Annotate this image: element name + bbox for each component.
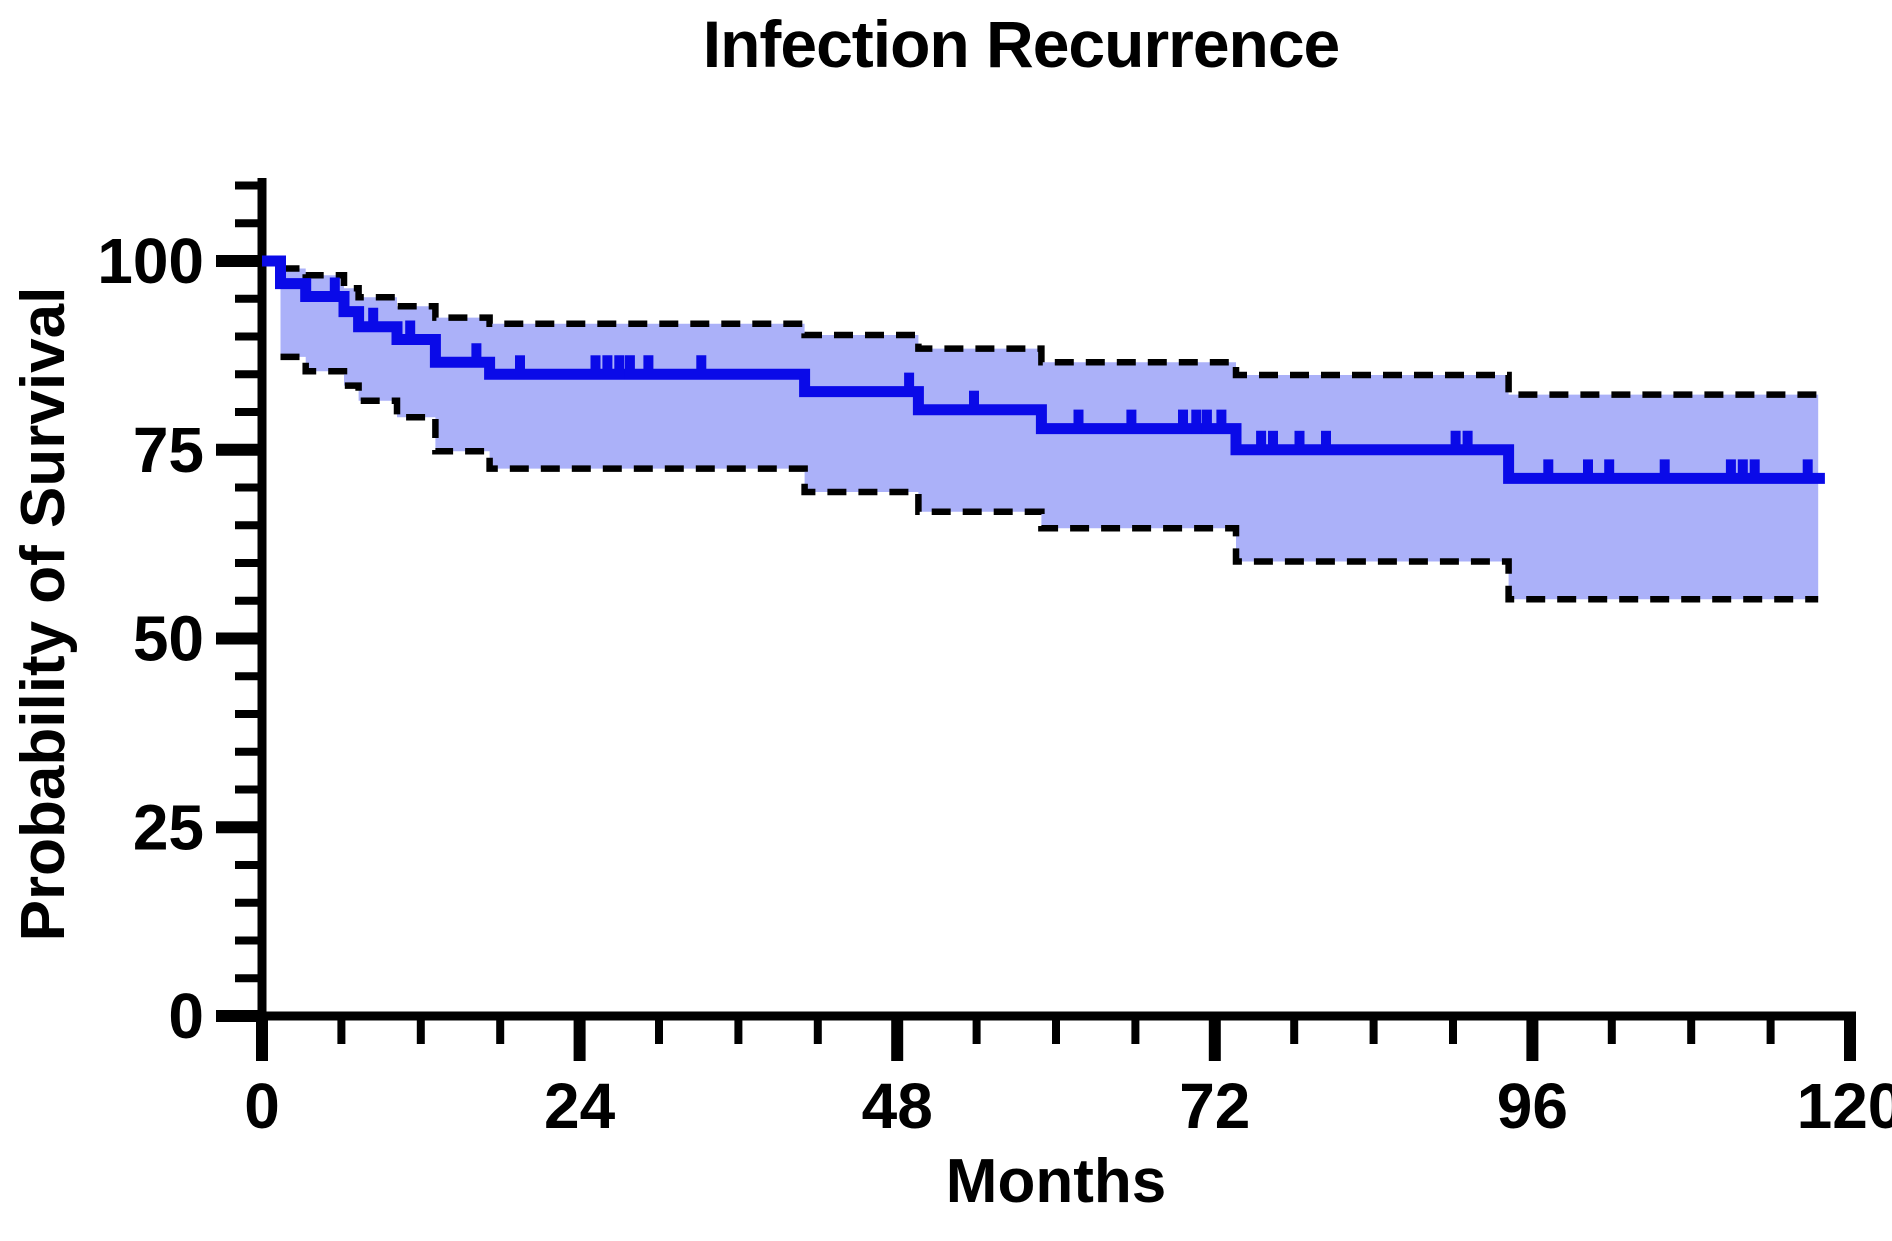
chart-title: Infection Recurrence [702, 7, 1341, 81]
x-axis-title: Months [945, 1147, 1167, 1216]
y-tick-label: 50 [133, 603, 204, 675]
x-tick-label: 96 [1497, 1070, 1568, 1142]
x-tick-label: 120 [1797, 1070, 1892, 1142]
y-tick-label: 0 [168, 980, 204, 1052]
y-tick-label: 100 [97, 225, 204, 297]
y-tick-label: 75 [133, 414, 204, 486]
upper-ci-line [280, 265, 1819, 398]
lower-ci-line [280, 353, 1819, 603]
x-tick-label: 24 [544, 1070, 616, 1142]
y-axis-title: Probability of Survival [9, 286, 78, 942]
y-tick-label: 25 [133, 791, 204, 863]
x-tick-label: 48 [862, 1070, 933, 1142]
x-tick-label: 0 [244, 1070, 280, 1142]
x-tick-label: 72 [1179, 1070, 1250, 1142]
